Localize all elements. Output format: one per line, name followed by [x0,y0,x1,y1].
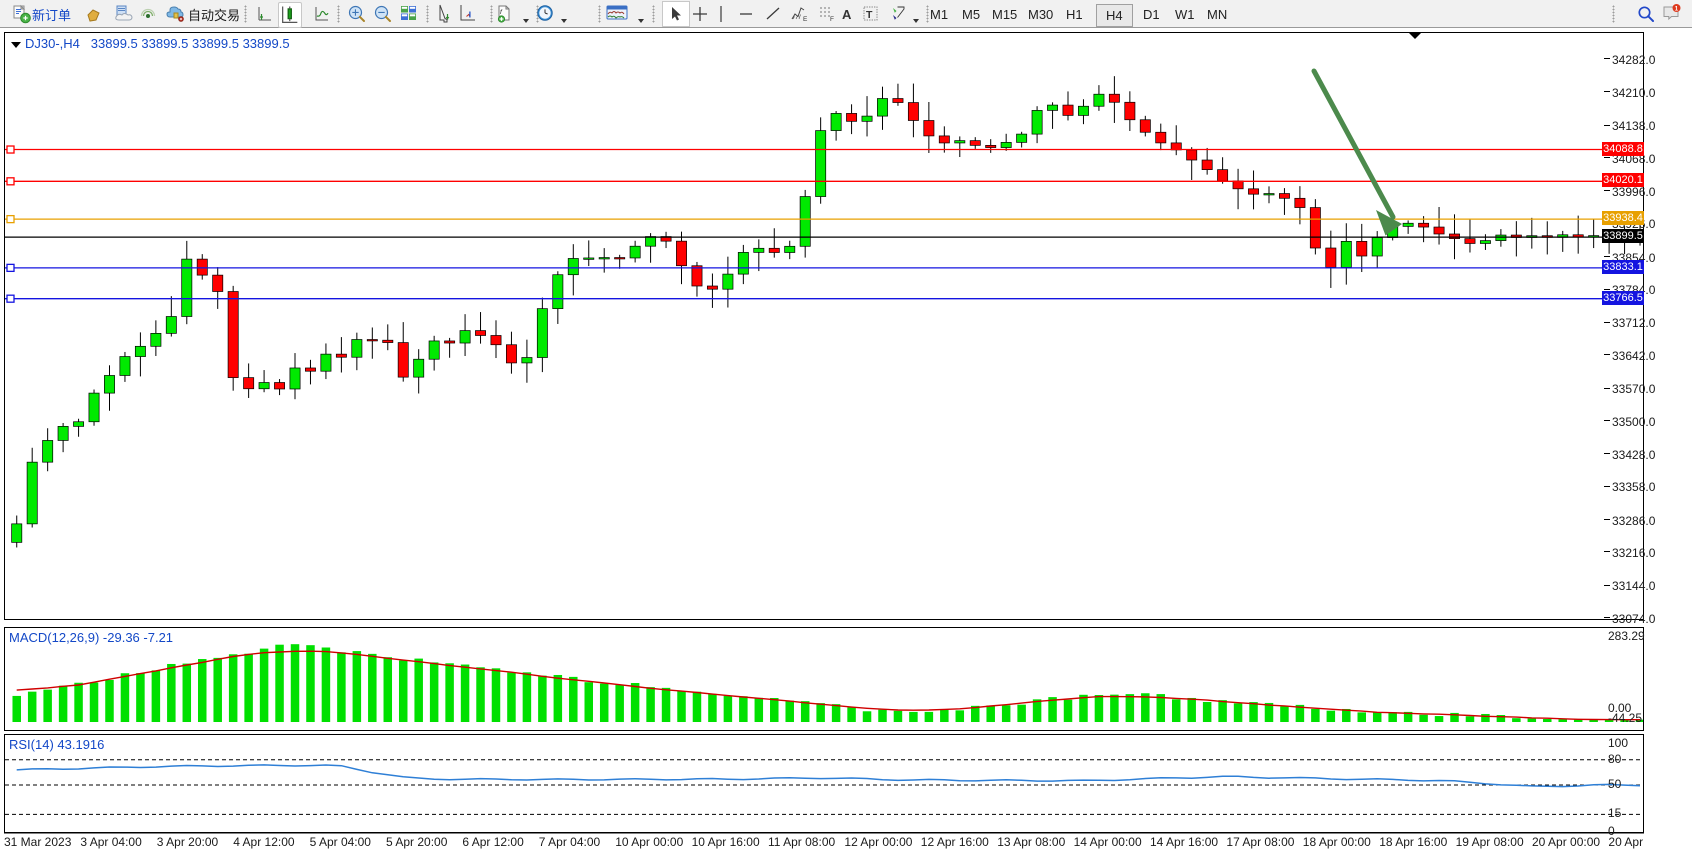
svg-text:T: T [866,9,873,21]
svg-text:F: F [830,16,834,23]
svg-text:A: A [842,7,852,22]
svg-text:E: E [803,16,808,23]
